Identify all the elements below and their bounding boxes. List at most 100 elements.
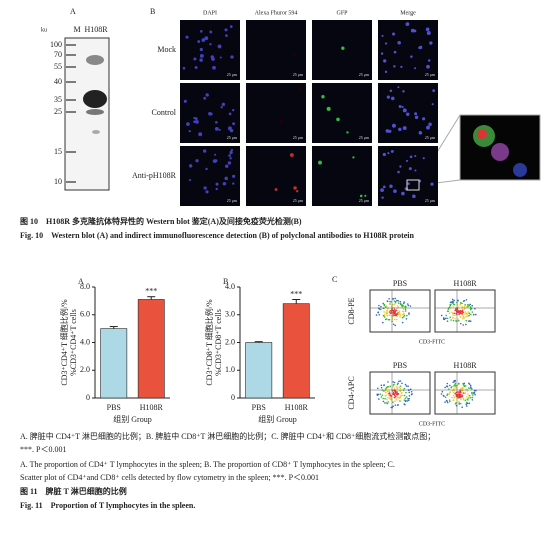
y-axis-label: %CD3⁺CD4⁺T cells	[69, 309, 78, 376]
event	[378, 313, 381, 316]
event	[393, 311, 395, 313]
event	[391, 316, 394, 319]
event	[452, 314, 454, 317]
event	[394, 400, 396, 402]
event	[463, 382, 466, 385]
event	[396, 399, 398, 401]
event	[452, 305, 455, 308]
event	[405, 396, 408, 398]
event	[389, 309, 392, 312]
y-axis-label: CD4-APC	[347, 376, 356, 409]
cell	[341, 46, 345, 50]
y-tick-label: 2.0	[80, 365, 90, 374]
event	[384, 306, 387, 308]
event	[451, 312, 454, 315]
cell	[430, 182, 434, 186]
event	[455, 395, 458, 397]
event	[398, 386, 401, 389]
event	[393, 383, 395, 386]
event	[383, 304, 386, 306]
cell	[201, 38, 206, 42]
event	[395, 309, 398, 312]
event	[464, 385, 467, 387]
event	[459, 402, 462, 405]
event	[405, 385, 408, 387]
event	[378, 304, 380, 307]
event	[388, 390, 391, 393]
event	[456, 393, 459, 396]
event	[382, 302, 384, 305]
x-axis-label: 组别 Group	[258, 414, 296, 424]
event	[385, 313, 388, 315]
event	[458, 382, 460, 385]
cell	[389, 184, 393, 189]
scale-bar: 25 μm	[425, 198, 436, 203]
event	[471, 396, 474, 399]
caption-en: Fig. 10 Western blot (A) and indirect im…	[20, 231, 415, 240]
event	[404, 308, 407, 311]
x-axis-label: CD3-FITC	[419, 421, 445, 427]
column-header: PBS	[393, 279, 407, 288]
event	[389, 398, 392, 400]
event	[383, 390, 385, 392]
event	[475, 389, 477, 392]
event	[382, 400, 385, 403]
event	[448, 393, 450, 395]
event	[389, 394, 391, 397]
event	[461, 406, 464, 409]
event	[407, 398, 409, 400]
event	[392, 386, 394, 388]
cell	[431, 103, 434, 106]
x-tick-label: PBS	[107, 403, 121, 412]
event	[399, 385, 402, 387]
event	[380, 384, 383, 387]
event	[462, 315, 465, 318]
event	[386, 305, 388, 308]
cell	[199, 30, 203, 33]
cell	[212, 65, 216, 70]
event	[459, 304, 462, 306]
cell	[298, 86, 302, 90]
cell	[224, 176, 228, 181]
event	[465, 299, 468, 301]
event	[386, 308, 389, 310]
event	[382, 321, 384, 324]
event	[404, 310, 407, 312]
cell	[426, 125, 430, 130]
cell	[219, 56, 222, 59]
event	[452, 399, 455, 402]
event	[396, 305, 399, 307]
cell	[229, 150, 233, 155]
event	[396, 387, 399, 390]
event	[466, 395, 468, 398]
cell	[211, 57, 215, 61]
annotation: ***	[290, 289, 302, 298]
cell	[401, 105, 404, 109]
cell	[422, 157, 425, 160]
cell	[194, 66, 198, 69]
event	[393, 303, 396, 305]
event	[384, 389, 386, 392]
event	[389, 300, 391, 303]
event	[465, 319, 468, 322]
cell	[384, 70, 388, 74]
event	[459, 388, 462, 391]
event	[440, 393, 443, 395]
cell	[193, 120, 196, 123]
event	[457, 310, 460, 312]
event	[401, 313, 404, 316]
event	[402, 308, 405, 310]
event	[442, 317, 445, 319]
event	[453, 303, 455, 306]
event	[394, 297, 396, 300]
event	[375, 314, 378, 316]
event	[394, 404, 397, 406]
event	[460, 310, 463, 313]
cell	[391, 123, 396, 128]
event	[387, 396, 389, 399]
cell	[399, 165, 402, 168]
cell	[274, 188, 278, 191]
event	[448, 312, 451, 315]
cell	[198, 132, 203, 137]
cell	[359, 194, 363, 198]
